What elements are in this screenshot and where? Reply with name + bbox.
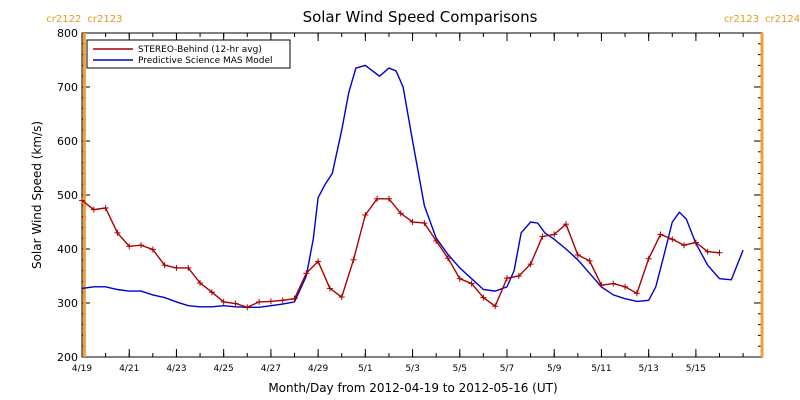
data-point [220, 298, 227, 305]
data-point [681, 242, 688, 249]
data-point [385, 195, 392, 202]
data-point [102, 204, 109, 211]
data-point [79, 197, 85, 204]
x-tick-label: 4/21 [119, 364, 139, 374]
data-point [610, 280, 617, 287]
data-point [149, 246, 156, 253]
data-point [645, 255, 652, 262]
data-point [539, 233, 546, 240]
data-point [409, 219, 416, 225]
data-point [492, 303, 499, 310]
y-tick-label: 700 [57, 81, 78, 94]
rotation-label-left: cr2123 [724, 14, 759, 25]
data-point [197, 280, 204, 287]
data-point [657, 231, 664, 238]
data-point [421, 220, 428, 227]
x-tick-label: 4/19 [72, 364, 92, 374]
data-point [374, 195, 381, 202]
x-tick-label: 5/9 [547, 364, 562, 374]
data-point [456, 275, 463, 282]
data-point [244, 304, 251, 311]
rotation-lines [82, 33, 764, 357]
data-point [515, 273, 522, 279]
x-tick-label: 5/15 [686, 364, 706, 374]
x-tick-label: 5/3 [405, 364, 419, 374]
data-point [338, 294, 345, 301]
data-point [350, 256, 357, 263]
data-point [185, 264, 192, 271]
y-tick-label: 800 [57, 27, 78, 40]
legend-box [86, 39, 291, 69]
data-point [315, 258, 322, 265]
rotation-labels: cr2122 cr2123 cr2123 cr2124 [46, 14, 800, 25]
data-point [138, 242, 145, 249]
series-line-1 [81, 64, 744, 308]
x-tick-label: 5/7 [500, 364, 514, 374]
data-point [574, 251, 581, 258]
x-tick-label: 4/23 [166, 364, 186, 374]
rotation-label-right: cr2123 [87, 14, 122, 25]
y-tick-label: 600 [57, 135, 78, 148]
x-tick-label: 5/11 [591, 364, 611, 374]
x-tick-label: 5/5 [453, 364, 467, 374]
data-point [468, 280, 475, 287]
data-point [173, 264, 180, 271]
y-tick-label: 200 [57, 351, 78, 364]
x-tick-label: 4/25 [214, 364, 234, 374]
data-point [444, 255, 451, 262]
y-tick-label: 500 [57, 189, 78, 202]
data-point [291, 295, 298, 302]
series-layer [79, 64, 744, 311]
x-tick-label: 5/13 [639, 364, 659, 374]
data-point [504, 275, 510, 282]
data-point [267, 298, 274, 305]
x-axis-label: Month/Day from 2012-04-19 to 2012-05-16 … [268, 381, 557, 395]
data-point [362, 211, 369, 218]
y-tick-label: 400 [57, 243, 78, 256]
data-point [90, 206, 97, 213]
data-point [633, 290, 640, 297]
data-point [598, 282, 605, 289]
legend-label: Predictive Science MAS Model [138, 56, 273, 66]
legend-label: STEREO-Behind (12-hr avg) [138, 45, 262, 55]
rotation-label-left: cr2122 [46, 14, 81, 25]
data-point [480, 294, 487, 301]
data-point [208, 289, 215, 296]
y-axis-label: Solar Wind Speed (km/s) [30, 121, 44, 269]
data-point [114, 229, 121, 236]
data-point [669, 236, 676, 243]
data-point [622, 283, 629, 290]
data-point [563, 221, 570, 228]
legend: STEREO-Behind (12-hr avg)Predictive Scie… [86, 39, 291, 69]
x-tick-label: 4/27 [261, 364, 281, 374]
data-point [279, 297, 286, 304]
data-point [303, 270, 310, 277]
data-point [232, 300, 239, 307]
data-point [397, 210, 404, 217]
data-point [692, 239, 699, 246]
data-point [551, 231, 558, 238]
data-point [433, 237, 440, 244]
data-point [704, 248, 711, 255]
y-tick-label: 300 [57, 297, 78, 310]
data-point [586, 257, 593, 264]
chart-title: Solar Wind Speed Comparisons [303, 8, 538, 26]
rotation-label-right: cr2124 [765, 14, 800, 25]
data-point [716, 249, 723, 256]
x-tick-label: 5/1 [358, 364, 372, 374]
x-tick-label: 4/29 [308, 364, 328, 374]
data-point [326, 285, 333, 292]
data-point [126, 243, 133, 250]
data-point [161, 262, 168, 269]
data-point [256, 298, 263, 305]
data-point [527, 261, 534, 268]
